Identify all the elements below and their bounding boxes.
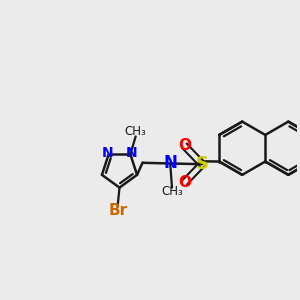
Text: O: O bbox=[178, 138, 191, 153]
Text: N: N bbox=[163, 154, 177, 172]
Text: N: N bbox=[101, 146, 113, 160]
Text: CH₃: CH₃ bbox=[161, 185, 183, 198]
Text: S: S bbox=[196, 155, 208, 173]
Text: CH₃: CH₃ bbox=[125, 125, 146, 138]
Text: Br: Br bbox=[108, 203, 127, 218]
Text: O: O bbox=[178, 175, 191, 190]
Text: N: N bbox=[126, 146, 138, 160]
